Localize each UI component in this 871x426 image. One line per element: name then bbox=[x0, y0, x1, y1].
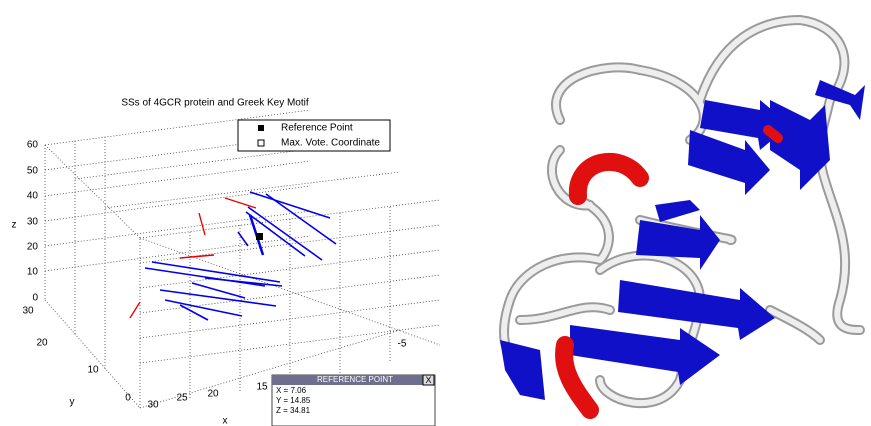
y-tick-label: 0 bbox=[125, 393, 131, 404]
z-tick-label: 50 bbox=[27, 166, 39, 177]
x-label: x bbox=[223, 416, 228, 426]
page: SSs of 4GCR protein and Greek Key Motif … bbox=[0, 0, 871, 426]
legend-entry: Reference Point bbox=[281, 123, 353, 134]
close-label[interactable]: X bbox=[425, 375, 431, 385]
datatip-title: REFERENCE POINT bbox=[317, 375, 393, 384]
z-tick-label: 10 bbox=[27, 267, 39, 278]
background bbox=[0, 0, 871, 426]
alpha-helices-part bbox=[768, 130, 778, 138]
z-tick-label: 60 bbox=[27, 140, 39, 151]
x-tick-label: 25 bbox=[176, 393, 188, 404]
y-tick-label: 30 bbox=[22, 306, 34, 317]
x-tick-label: 15 bbox=[256, 382, 268, 393]
z-tick-label: 30 bbox=[27, 217, 39, 228]
z-label: z bbox=[12, 220, 17, 231]
y-tick-label: 10 bbox=[87, 365, 99, 376]
y-label: y bbox=[70, 397, 75, 408]
datatip-line: Z = 34.81 bbox=[276, 406, 311, 415]
legend-marker bbox=[258, 140, 264, 146]
x-tick-label: 30 bbox=[147, 400, 159, 411]
plot-title: SSs of 4GCR protein and Greek Key Motif bbox=[121, 98, 309, 109]
legend-entry: Max. Vote. Coordinate bbox=[281, 138, 380, 149]
x-tick-label: 20 bbox=[207, 389, 219, 400]
x-tick-label: -5 bbox=[398, 339, 407, 350]
z-tick-label: 40 bbox=[27, 191, 39, 202]
datatip-line: X = 7.06 bbox=[276, 386, 307, 395]
datatip-line: Y = 14.85 bbox=[276, 396, 311, 405]
z-tick-label: 20 bbox=[27, 242, 39, 253]
y-tick-label: 20 bbox=[36, 338, 48, 349]
legend: Reference Point Max. Vote. Coordinate bbox=[238, 120, 390, 151]
z-tick-label: 0 bbox=[32, 293, 38, 304]
datatip: REFERENCE POINT X X = 7.06 Y = 14.85 Z =… bbox=[272, 375, 435, 426]
reference-point bbox=[256, 233, 263, 240]
legend-marker bbox=[258, 125, 264, 131]
